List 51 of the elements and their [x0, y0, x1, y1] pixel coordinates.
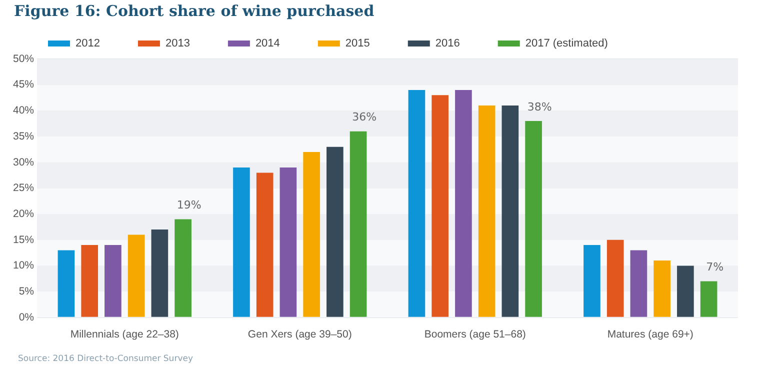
bar: [700, 281, 718, 317]
y-tick-label: 5%: [18, 285, 34, 298]
bar: [280, 168, 297, 317]
y-tick-label: 30%: [13, 156, 34, 168]
bar: [478, 106, 496, 317]
bar: [128, 234, 145, 317]
bar: [502, 106, 519, 317]
bar: [677, 266, 694, 317]
bar: [432, 95, 448, 317]
source-note: Source: 2016 Direct-to-Consumer Survey: [18, 354, 193, 364]
legend-label: 2014: [255, 38, 280, 50]
bar: [350, 131, 367, 317]
x-tick-label: Gen Xers (age 39–50): [248, 328, 352, 341]
legend-label: 2012: [76, 38, 100, 50]
bar: [584, 245, 600, 317]
bar: [654, 260, 670, 317]
bar: [104, 245, 122, 317]
bar: [81, 245, 98, 317]
y-tick-label: 35%: [13, 130, 34, 142]
data-label: 19%: [176, 198, 202, 212]
bar: [256, 172, 274, 317]
bar: [58, 250, 75, 317]
bar: [408, 90, 426, 317]
bar: [630, 250, 648, 317]
bar: [525, 121, 542, 317]
y-tick-label: 20%: [13, 208, 34, 220]
x-tick-label: Millennials (age 22–38): [70, 328, 179, 341]
y-tick-label: 45%: [13, 78, 34, 91]
data-label: 38%: [527, 100, 552, 114]
bar: [233, 168, 250, 317]
bar: [303, 152, 320, 317]
y-tick-label: 10%: [13, 260, 34, 272]
y-tick-label: 25%: [13, 182, 34, 194]
x-tick-label: Boomers (age 51–68): [424, 328, 526, 341]
bar: [151, 230, 168, 317]
legend-label: 2017 (estimated): [525, 38, 608, 50]
x-tick-label: Matures (age 69+): [607, 328, 694, 341]
y-tick-label: 15%: [13, 234, 34, 246]
y-tick-label: 50%: [13, 52, 34, 65]
bar: [455, 90, 472, 317]
data-label: 36%: [352, 110, 377, 124]
y-tick-label: 40%: [13, 104, 34, 117]
data-label: 7%: [706, 260, 724, 274]
chart-title: Figure 16: Cohort share of wine purchased: [14, 2, 374, 20]
legend-label: 2013: [165, 38, 190, 50]
y-tick-label: 0%: [18, 311, 34, 324]
legend-label: 2016: [435, 38, 460, 50]
bar: [606, 240, 624, 317]
legend-label: 2015: [345, 38, 370, 50]
bar: [174, 219, 192, 317]
bar: [326, 146, 344, 317]
